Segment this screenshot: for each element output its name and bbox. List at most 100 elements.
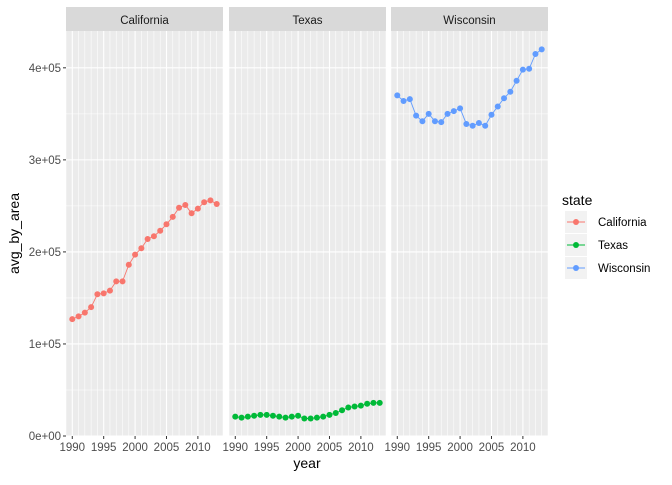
data-point (269, 412, 276, 419)
facet-strip-label: Wisconsin (443, 15, 495, 27)
data-point (526, 65, 533, 72)
data-point (75, 313, 82, 320)
data-point (507, 88, 514, 95)
data-point (119, 278, 126, 285)
data-point (345, 404, 352, 411)
legend-title: state (562, 192, 593, 208)
legend-key-point (573, 265, 579, 271)
x-tick-label: 2000 (285, 442, 311, 454)
data-point (488, 111, 495, 118)
data-point (169, 213, 176, 220)
x-tick-label: 1990 (59, 442, 85, 454)
y-tick-label: 3e+05 (29, 155, 61, 167)
data-point (188, 210, 195, 217)
x-tick-label: 2000 (447, 442, 473, 454)
facet-panel-texas: Texas 1990 1995 2000 2005 2010 (222, 7, 387, 454)
data-point (232, 413, 239, 420)
data-point (400, 97, 407, 104)
legend-label: Wisconsin (598, 263, 650, 275)
x-tick-label: 1995 (416, 442, 442, 454)
panel-background (391, 31, 548, 436)
data-point (444, 110, 451, 117)
y-tick-label: 0e+00 (29, 431, 61, 443)
facet-strip (66, 7, 223, 31)
data-point (370, 399, 377, 406)
data-point (501, 95, 508, 102)
data-point (144, 236, 151, 243)
data-point (538, 46, 545, 53)
data-point (532, 51, 539, 58)
data-point (450, 108, 457, 115)
data-point (81, 309, 88, 316)
data-point (213, 201, 220, 208)
data-point (263, 411, 270, 418)
data-point (163, 221, 170, 228)
x-tick-label: 2010 (348, 442, 374, 454)
data-point (182, 201, 189, 208)
data-point (301, 415, 308, 422)
x-tick-label: 1990 (384, 442, 410, 454)
data-point (94, 291, 101, 298)
data-point (413, 112, 420, 119)
facet-strip-label: California (120, 15, 169, 27)
data-point (282, 414, 289, 421)
data-point (431, 118, 438, 125)
data-point (326, 411, 333, 418)
panel-background (229, 31, 386, 436)
data-point (207, 197, 214, 204)
data-point (307, 415, 314, 422)
y-tick-label: 1e+05 (29, 339, 61, 351)
data-point (157, 227, 164, 234)
x-tick-label: 2010 (510, 442, 536, 454)
data-point (88, 304, 95, 311)
data-point (238, 414, 245, 421)
data-point (313, 414, 320, 421)
data-point (125, 261, 132, 268)
data-point (150, 233, 157, 240)
legend-key-point (573, 242, 579, 248)
data-point (494, 103, 501, 110)
data-point (100, 290, 107, 297)
data-point (276, 413, 283, 420)
data-point (295, 412, 302, 419)
data-point (339, 407, 346, 414)
data-point (194, 205, 201, 212)
facet-strip (391, 7, 548, 31)
panel-background (66, 31, 223, 436)
x-tick-label: 1995 (91, 442, 117, 454)
data-point (176, 204, 183, 211)
data-point (251, 412, 258, 419)
legend: state California Texas Wisconsin (562, 192, 650, 279)
data-point (113, 278, 120, 285)
data-point (419, 118, 426, 125)
data-point (519, 66, 526, 73)
x-tick-label: 2005 (479, 442, 505, 454)
x-tick-label: 2010 (185, 442, 211, 454)
data-point (482, 122, 489, 129)
data-point (132, 251, 139, 258)
legend-label: California (598, 217, 647, 229)
data-point (357, 402, 364, 409)
data-point (288, 413, 295, 420)
data-point (469, 122, 476, 129)
data-point (69, 316, 76, 323)
facet-strip (229, 7, 386, 31)
data-point (257, 411, 264, 418)
y-tick-label: 4e+05 (29, 63, 61, 75)
data-point (513, 77, 520, 84)
data-point (351, 403, 358, 410)
data-point (394, 92, 401, 99)
y-tick-label: 2e+05 (29, 247, 61, 259)
data-point (457, 105, 464, 112)
facet-panel-wisconsin: Wisconsin 1990 1995 2000 2005 2010 (384, 7, 549, 454)
x-tick-label: 2005 (317, 442, 343, 454)
data-point (475, 120, 482, 127)
data-point (201, 199, 208, 206)
data-point (138, 245, 145, 252)
legend-key-point (573, 219, 579, 225)
x-tick-label: 1995 (254, 442, 280, 454)
data-point (364, 400, 371, 407)
legend-label: Texas (598, 240, 628, 252)
